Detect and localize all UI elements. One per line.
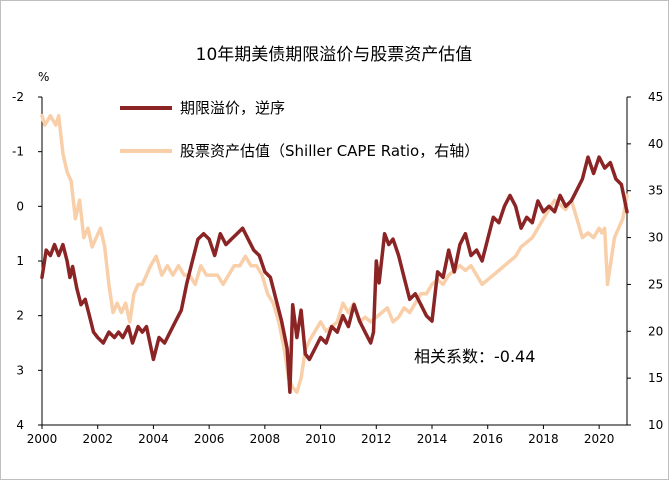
x-tick-label: 2010 xyxy=(305,432,336,446)
x-axis-ticks: 2000 2002 2004 2006 2008 2010 2012 2014 2016 2018… xyxy=(27,425,615,446)
x-tick-label: 2018 xyxy=(528,432,559,446)
left-tick-label: -2 xyxy=(12,90,24,104)
x-tick-label: 2000 xyxy=(27,432,58,446)
left-tick-label: 3 xyxy=(16,363,24,377)
left-tick-label: -1 xyxy=(12,145,24,159)
x-tick-label: 2016 xyxy=(472,432,503,446)
left-axis-unit: % xyxy=(38,70,49,84)
right-tick-label: 40 xyxy=(648,137,663,151)
correlation-annotation: 相关系数：-0.44 xyxy=(414,347,535,366)
right-tick-label: 45 xyxy=(648,90,663,104)
legend: 期限溢价，逆序 股票资产估值（Shiller CAPE Ratio，右轴） xyxy=(120,99,479,160)
chart-title: 10年期美债期限溢价与股票资产估值 xyxy=(196,45,473,65)
right-tick-label: 25 xyxy=(648,277,663,291)
right-tick-label: 30 xyxy=(648,231,663,245)
left-tick-label: 4 xyxy=(16,418,24,432)
x-tick-label: 2006 xyxy=(194,432,225,446)
right-tick-label: 15 xyxy=(648,371,663,385)
right-tick-label: 20 xyxy=(648,324,663,338)
legend-label-cape: 股票资产估值（Shiller CAPE Ratio，右轴） xyxy=(180,142,479,160)
x-tick-label: 2012 xyxy=(361,432,392,446)
x-tick-label: 2002 xyxy=(82,432,113,446)
series-line-term-premium xyxy=(40,155,629,394)
x-tick-label: 2020 xyxy=(584,432,615,446)
series-line-cape xyxy=(40,113,629,394)
x-tick-label: 2004 xyxy=(138,432,169,446)
right-tick-label: 10 xyxy=(648,418,663,432)
left-tick-label: 1 xyxy=(16,254,24,268)
x-tick-label: 2008 xyxy=(250,432,281,446)
right-axis-ticks: 10 15 20 25 30 35 40 45 xyxy=(627,90,663,432)
x-tick-label: 2014 xyxy=(417,432,448,446)
right-tick-label: 35 xyxy=(648,184,663,198)
legend-label-term-premium: 期限溢价，逆序 xyxy=(180,99,285,117)
left-tick-label: 0 xyxy=(16,199,24,213)
left-axis-ticks: -2 -1 0 1 2 3 4 xyxy=(12,90,42,432)
left-tick-label: 2 xyxy=(16,309,24,323)
